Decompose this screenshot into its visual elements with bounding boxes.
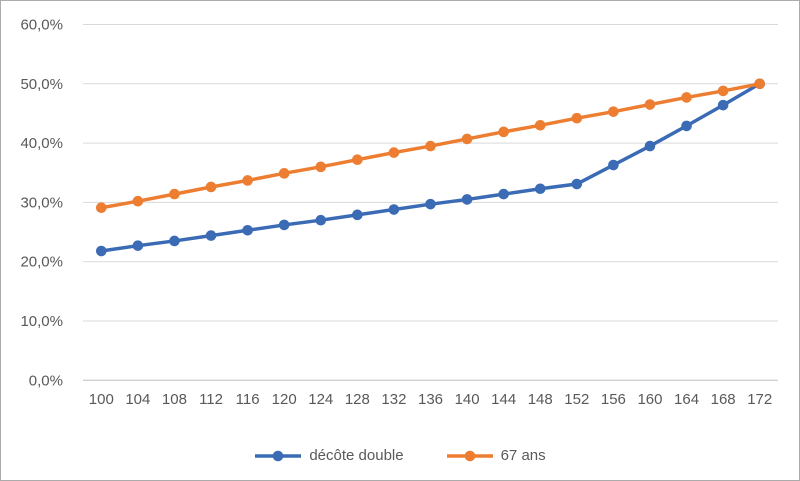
x-tick-label: 160 [637, 391, 662, 408]
x-tick-label: 124 [308, 391, 333, 408]
data-point-decote-double-144 [498, 188, 509, 200]
x-tick-label: 104 [125, 391, 150, 408]
x-tick-label: 128 [345, 391, 370, 408]
data-point-67-ans-104 [132, 195, 144, 207]
data-point-decote-double-116 [242, 224, 253, 236]
data-point-67-ans-128 [352, 154, 363, 166]
x-tick-label: 100 [89, 391, 114, 408]
y-tick-label: 60,0% [20, 17, 63, 34]
data-point-decote-double-152 [571, 178, 583, 190]
data-point-decote-double-132 [388, 204, 400, 215]
data-point-67-ans-172 [754, 78, 766, 90]
x-tick-label: 172 [747, 391, 772, 408]
legend-item-decote-double: décôte double [254, 447, 404, 464]
y-tick-label: 30,0% [20, 194, 63, 211]
x-tick-label: 164 [674, 391, 699, 408]
series-line-decote-double [99, 82, 762, 253]
legend-swatch-67-ans [446, 450, 493, 461]
data-point-decote-double-160 [644, 140, 656, 152]
data-point-decote-double-140 [461, 194, 473, 205]
data-point-decote-double-120 [278, 219, 290, 231]
x-tick-label: 132 [381, 391, 406, 408]
data-point-decote-double-128 [352, 209, 363, 221]
x-tick-label: 108 [162, 391, 187, 408]
legend-label: décôte double [309, 447, 404, 464]
data-point-67-ans-136 [425, 140, 436, 152]
y-tick-label: 0,0% [29, 372, 63, 389]
data-point-decote-double-164 [681, 120, 692, 132]
data-point-67-ans-120 [278, 168, 290, 179]
data-point-decote-double-100 [95, 245, 107, 257]
legend-swatch-decote-double [255, 450, 302, 461]
data-point-67-ans-100 [95, 202, 107, 214]
data-point-decote-double-112 [205, 230, 217, 241]
y-tick-label: 10,0% [20, 313, 63, 330]
data-point-67-ans-164 [681, 92, 692, 103]
x-tick-label: 120 [272, 391, 297, 408]
data-point-67-ans-116 [242, 175, 253, 186]
data-point-decote-double-136 [425, 198, 436, 210]
data-point-67-ans-140 [461, 133, 473, 145]
x-tick-label: 140 [455, 391, 480, 408]
x-tick-label: 168 [711, 391, 736, 408]
legend-item-67-ans: 67 ans [446, 447, 546, 464]
data-point-67-ans-132 [388, 147, 400, 158]
chart-legend: décôte double 67 ans [1, 447, 799, 464]
data-point-67-ans-108 [169, 188, 180, 200]
x-tick-label: 152 [564, 391, 589, 408]
data-point-decote-double-108 [169, 235, 180, 247]
data-point-67-ans-148 [534, 120, 546, 131]
x-tick-label: 116 [236, 391, 260, 408]
data-point-decote-double-168 [717, 99, 729, 111]
data-point-67-ans-156 [608, 106, 619, 117]
data-point-67-ans-144 [498, 126, 509, 138]
data-point-67-ans-152 [571, 112, 583, 124]
x-tick-label: 144 [491, 391, 516, 408]
x-tick-label: 136 [418, 391, 443, 408]
x-tick-label: 148 [528, 391, 553, 408]
data-point-67-ans-112 [205, 181, 217, 193]
data-point-67-ans-168 [717, 85, 729, 97]
data-point-67-ans-160 [644, 99, 656, 110]
data-point-67-ans-124 [315, 161, 327, 173]
y-tick-label: 20,0% [20, 254, 63, 271]
data-point-decote-double-124 [315, 214, 327, 226]
y-tick-label: 50,0% [20, 76, 63, 93]
x-tick-label: 156 [601, 391, 626, 408]
x-tick-label: 112 [199, 391, 223, 408]
legend-label: 67 ans [500, 447, 546, 464]
data-point-decote-double-148 [534, 183, 546, 195]
data-point-decote-double-156 [608, 159, 619, 171]
y-tick-label: 40,0% [20, 135, 63, 152]
data-point-decote-double-104 [132, 240, 144, 251]
